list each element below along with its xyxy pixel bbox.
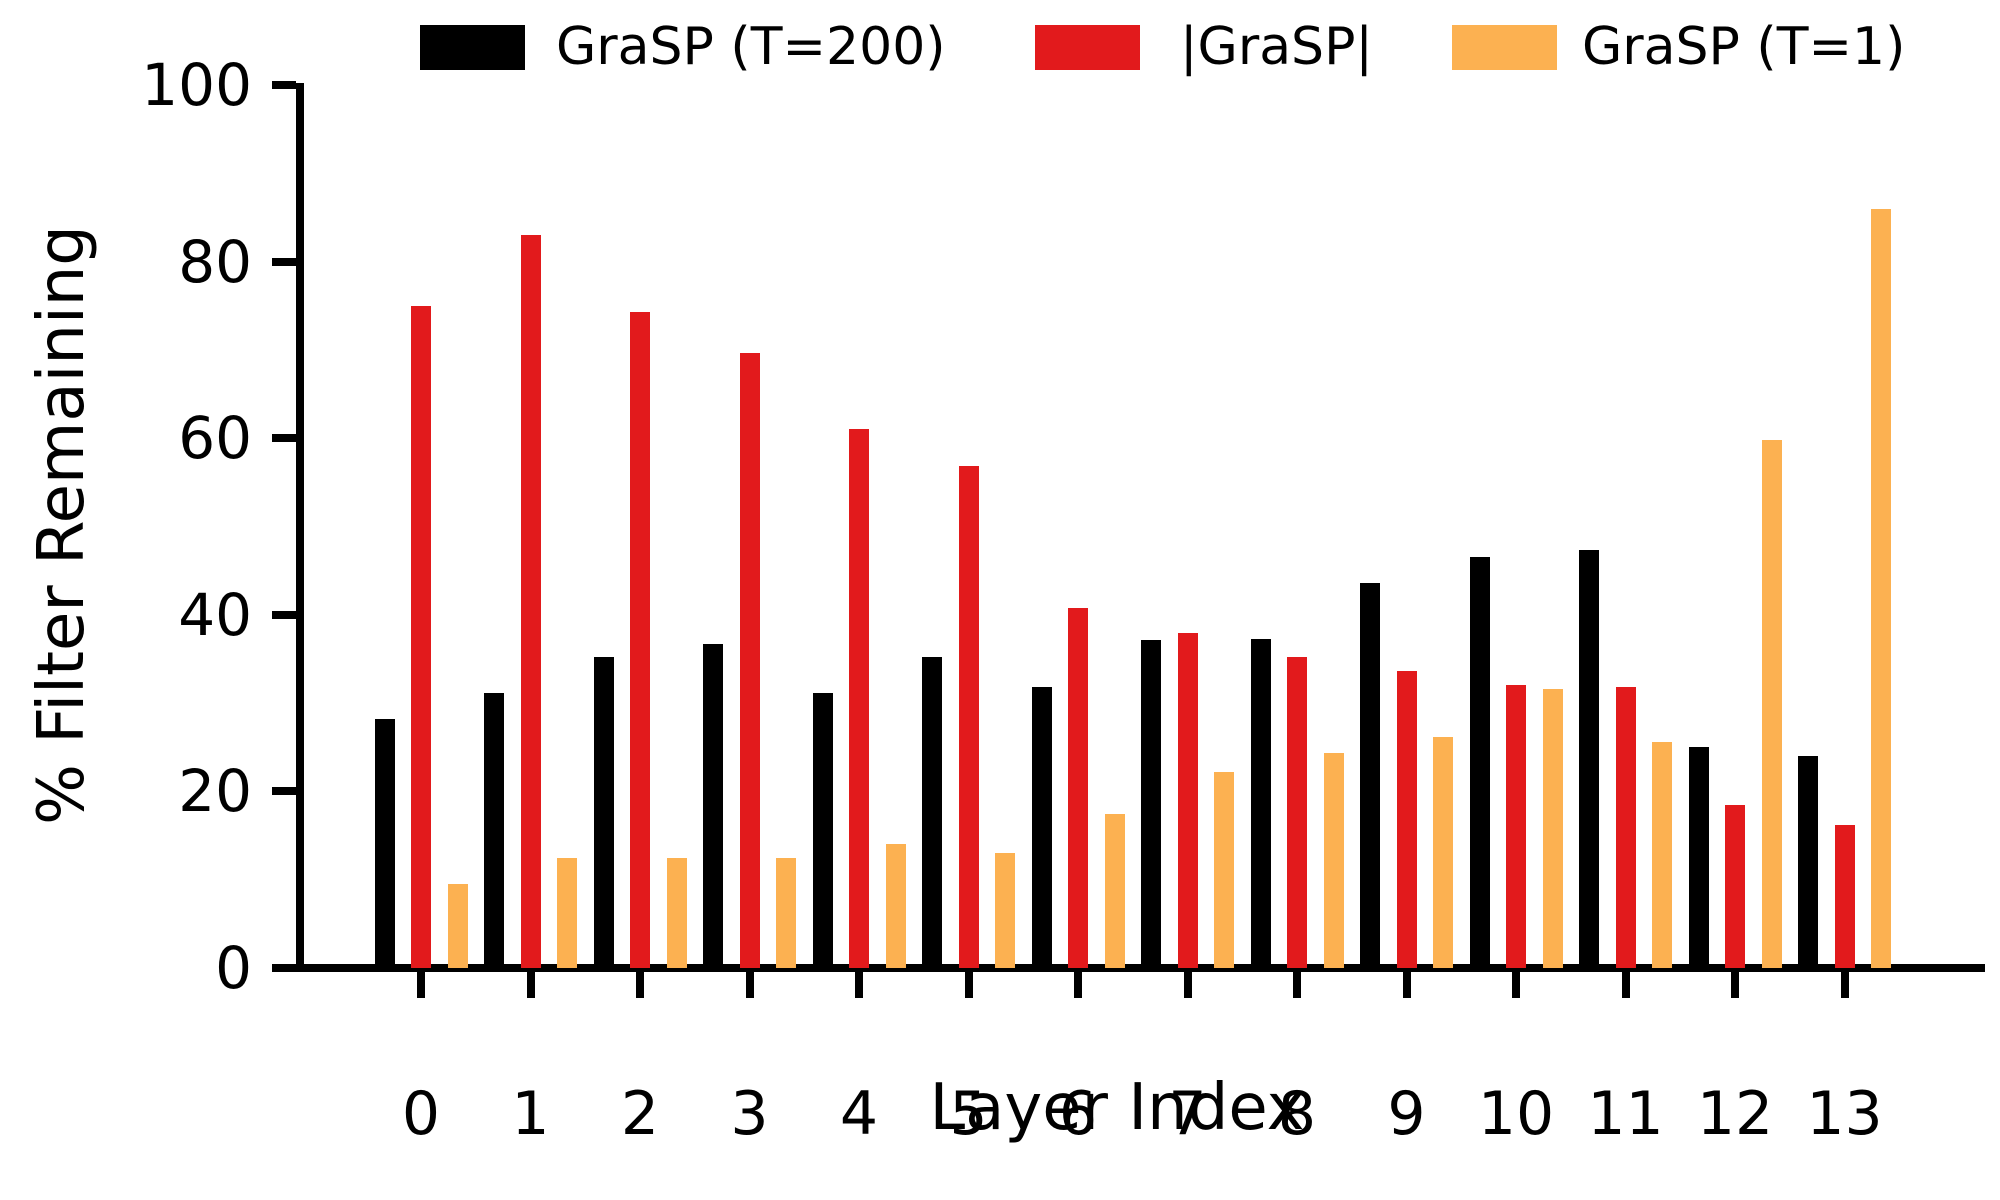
x-tick	[1512, 972, 1520, 998]
x-tick	[417, 972, 425, 998]
x-tick-label: 1	[511, 1079, 550, 1149]
bar-series-0-layer-0	[374, 719, 395, 968]
bar-series-1-layer-6	[1068, 607, 1088, 968]
x-tick	[1731, 972, 1739, 998]
y-axis-spine	[296, 83, 304, 972]
x-tick	[1293, 972, 1301, 998]
bar-series-1-layer-7	[1177, 633, 1198, 968]
legend-swatch-2	[1452, 25, 1557, 70]
x-tick	[636, 972, 644, 998]
x-tick	[745, 972, 754, 998]
bar-series-1-layer-0	[411, 305, 431, 968]
bar-series-1-layer-13	[1834, 824, 1855, 968]
x-tick	[855, 972, 863, 998]
x-tick-label: 9	[1387, 1079, 1426, 1149]
y-axis-label: % Filter Remaining	[25, 225, 99, 825]
legend-swatch-0	[420, 25, 525, 70]
x-axis-spine	[296, 964, 1985, 972]
bar-series-0-layer-6	[1031, 687, 1052, 968]
x-tick	[1621, 972, 1630, 998]
bar-series-0-layer-7	[1141, 639, 1161, 968]
bar-series-0-layer-5	[922, 657, 942, 968]
x-tick-label: 4	[839, 1079, 879, 1149]
bar-series-1-layer-11	[1615, 687, 1636, 968]
x-tick	[1183, 972, 1192, 998]
bar-series-0-layer-9	[1360, 583, 1380, 968]
x-tick-label: 3	[730, 1079, 769, 1149]
bar-series-2-layer-2	[666, 857, 687, 968]
bar-series-2-layer-5	[995, 853, 1015, 968]
bar-series-1-layer-5	[958, 466, 979, 968]
x-tick	[1074, 972, 1082, 998]
x-tick-label: 7	[1168, 1079, 1207, 1149]
x-tick-label: 5	[949, 1079, 988, 1149]
bar-series-2-layer-3	[776, 857, 796, 968]
bar-series-1-layer-4	[849, 429, 869, 968]
y-tick	[272, 81, 296, 89]
y-tick	[272, 610, 296, 619]
bar-series-0-layer-3	[703, 643, 723, 968]
y-tick	[272, 257, 296, 266]
y-tick-label: 0	[215, 934, 252, 1002]
bar-series-0-layer-13	[1798, 756, 1818, 968]
bar-series-0-layer-2	[593, 657, 614, 968]
legend-label-2: GraSP (T=1)	[1582, 17, 1906, 77]
bar-series-2-layer-4	[885, 844, 906, 968]
bar-series-2-layer-6	[1104, 814, 1125, 968]
bar-series-0-layer-11	[1579, 550, 1599, 968]
y-tick	[272, 787, 296, 796]
bar-series-1-layer-2	[630, 311, 650, 968]
y-tick-label: 80	[178, 227, 252, 296]
bar-series-2-layer-12	[1761, 439, 1782, 968]
plot-area: 0 20 40 60 80 100 0 1 2 3 4 5 6 7 8 9 10 11 12 13	[141, 53, 1985, 1147]
bar-series-1-layer-1	[520, 235, 541, 968]
x-tick-label: 12	[1696, 1079, 1774, 1149]
y-tick-label: 60	[178, 404, 252, 473]
bar-series-0-layer-12	[1688, 747, 1709, 968]
x-tick-label: 2	[620, 1079, 660, 1149]
y-tick	[272, 434, 296, 443]
x-tick	[1840, 972, 1849, 998]
bar-series-2-layer-8	[1323, 752, 1344, 968]
x-tick-label: 10	[1477, 1079, 1555, 1149]
x-tick	[526, 972, 535, 998]
x-tick	[964, 972, 973, 998]
bar-series-1-layer-8	[1287, 657, 1307, 968]
x-tick-label: 8	[1277, 1079, 1317, 1149]
x-axis-label: Layer Index	[929, 1071, 1305, 1145]
legend-swatch-1	[1035, 25, 1140, 70]
x-tick-label: 6	[1058, 1079, 1098, 1149]
bar-series-2-layer-1	[557, 857, 577, 968]
bar-series-2-layer-7	[1214, 771, 1234, 968]
bar-series-2-layer-10	[1542, 688, 1563, 968]
y-tick-label: 20	[178, 757, 252, 826]
x-tick-label: 0	[401, 1079, 441, 1149]
x-tick	[1402, 972, 1411, 998]
x-tick-label: 13	[1806, 1079, 1883, 1149]
bar-series-0-layer-4	[812, 692, 833, 968]
bar-series-2-layer-11	[1652, 741, 1672, 968]
bar-series-2-layer-9	[1433, 736, 1453, 968]
bar-series-2-layer-0	[447, 884, 468, 968]
legend-label-0: GraSP (T=200)	[556, 17, 946, 77]
y-tick-label: 40	[178, 580, 252, 649]
bar-series-1-layer-3	[739, 353, 760, 968]
bar-series-1-layer-10	[1506, 684, 1526, 968]
y-tick	[272, 964, 296, 972]
y-tick-label: 100	[141, 51, 252, 119]
bar-series-0-layer-8	[1250, 638, 1271, 968]
bar-series-1-layer-9	[1396, 671, 1417, 968]
bar-series-2-layer-13	[1871, 208, 1891, 968]
bar-series-0-layer-1	[484, 692, 504, 968]
bar-series-1-layer-12	[1725, 804, 1745, 968]
legend-label-1: |GraSP|	[1180, 17, 1373, 77]
x-tick-label: 11	[1587, 1079, 1664, 1149]
bar-series-0-layer-10	[1469, 557, 1490, 968]
